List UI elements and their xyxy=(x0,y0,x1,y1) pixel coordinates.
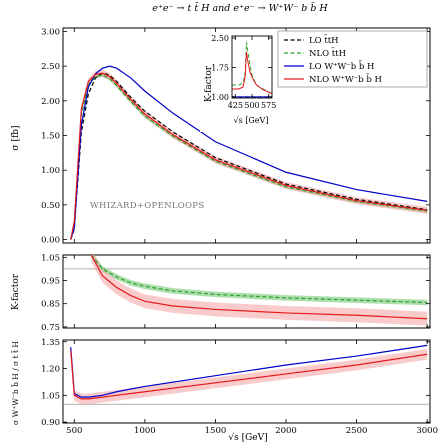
kfactor-series-nlo-w-w-b-b-h xyxy=(90,255,428,320)
ratio-xtick-label: 2000 xyxy=(275,426,297,436)
kfactor-ytick-label: 1.05 xyxy=(41,253,60,263)
legend-label-lo-t-th: LO t̄tH xyxy=(309,34,339,46)
main-ytick-label: 3.00 xyxy=(41,27,60,37)
main-series-group xyxy=(70,65,428,243)
inset-series-nlo-w-w-b-b-h xyxy=(232,51,272,95)
kfactor-panel-frame xyxy=(62,254,431,329)
kfactor-ytick-label: 0.95 xyxy=(41,276,60,286)
inset-xtick-label: 575 xyxy=(261,101,276,110)
main-series-lo-w-w-b-b-h xyxy=(70,65,428,240)
main-ytick-label: 2.50 xyxy=(41,62,60,72)
ratio-ytick-label: 0.90 xyxy=(41,418,60,428)
kfactor-ytick-label: 0.75 xyxy=(41,323,60,333)
main-band-nlo-w-w-b-b-h xyxy=(70,69,428,243)
ratio-panel-frame xyxy=(62,339,431,424)
ratio-xtick-label: 3000 xyxy=(416,426,438,436)
legend-label-nlo-w-w-b-b-h: NLO W⁺W⁻b b̄ H xyxy=(309,73,382,85)
inset-background xyxy=(200,34,270,132)
main-ytick-label: 1.50 xyxy=(41,132,60,142)
inset-frame xyxy=(231,35,273,99)
ratio-plot: 0.90 1.05 1.20 1.35 500 1000 1500 2000 2500 3000 xyxy=(41,338,438,436)
main-series-nlo-w-w-b-b-h xyxy=(70,72,428,240)
ratio-ytick-label: 1.35 xyxy=(41,338,60,348)
main-ytick-label: 0.00 xyxy=(41,236,60,246)
inset-plot: 1.00 1.75 2.50 425 500 575 xyxy=(211,34,276,110)
inset-xtick-label: 500 xyxy=(244,101,259,110)
main-ytick-label: 0.50 xyxy=(41,201,60,211)
inset-xtick-label: 425 xyxy=(228,101,243,110)
main-series-nlo-t-th xyxy=(70,74,428,240)
figure-title: e⁺e⁻ → t t̄ H and e⁺e⁻ → W⁺W⁻ b b̄ H xyxy=(152,2,328,14)
kfactor-band-nlo-w-w-b-b-h xyxy=(91,255,428,326)
inset-x-label: √s [GeV] xyxy=(234,116,269,125)
ratio-xtick-label: 500 xyxy=(66,426,82,436)
kfactor-series-nlo-t-th xyxy=(90,255,428,304)
main-series-lo-t-th xyxy=(70,72,428,240)
ratio-series-group xyxy=(63,344,430,405)
legend-label-lo-w-w-b-b-h: LO W⁺W⁻b b̄ H xyxy=(309,60,374,72)
ratio-band-nlo-w-w-b-b-h xyxy=(70,345,428,405)
watermark-text: WHIZARD+OPENLOOPS xyxy=(90,201,204,211)
kfactor-ytick-label: 0.85 xyxy=(41,300,60,310)
x-axis-label: √s [GeV] xyxy=(228,432,267,443)
ratio-series-lo-w-w-b-b-h xyxy=(70,344,428,398)
legend-box xyxy=(277,30,428,88)
ratio-xtick-label: 2500 xyxy=(346,426,368,436)
inset-ytick-label: 1.00 xyxy=(211,93,229,102)
kfactor-plot: 0.75 0.85 0.95 1.05 xyxy=(41,253,430,333)
kfactor-series-group xyxy=(63,255,430,326)
main-ytick-label: 1.00 xyxy=(41,166,60,176)
ratio-xtick-label: 1000 xyxy=(134,426,156,436)
main-plot: 0.00 0.50 1.00 1.50 2.00 2.50 3.00 xyxy=(41,27,430,246)
main-ytick-label: 2.00 xyxy=(41,97,60,107)
ratio-y-label: σ W⁺W⁻b b̄ H / σ t t̄ H xyxy=(10,341,20,425)
legend-label-nlo-t-th: NLO t̄tH xyxy=(309,47,346,59)
inset-y-label: K-factor xyxy=(204,65,214,102)
kfactor-y-label: K-factor xyxy=(11,273,21,310)
ratio-ytick-label: 1.20 xyxy=(41,365,60,375)
kfactor-band-nlo-t-th xyxy=(91,255,428,306)
ratio-xtick-label: 1500 xyxy=(205,426,227,436)
ratio-series-nlo-w-w-b-b-h xyxy=(70,350,428,400)
main-y-label: σ [fb] xyxy=(11,125,21,150)
ratio-ytick-label: 1.05 xyxy=(41,391,60,401)
inset-ytick-label: 1.75 xyxy=(211,63,229,72)
inset-series-group xyxy=(232,41,272,98)
inset-ytick-label: 2.50 xyxy=(211,34,229,43)
